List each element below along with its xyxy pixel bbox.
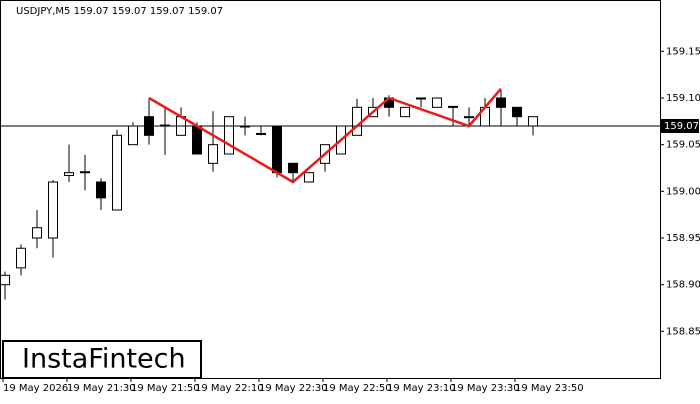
x-tick-label: 19 May 22:30 (259, 383, 328, 394)
x-tick-label: 19 May 21:50 (131, 383, 200, 394)
bull-candle (208, 144, 218, 164)
bull-candle (16, 247, 26, 269)
pattern-line (148, 87, 502, 184)
y-tick-label: 158.85 (666, 326, 700, 337)
bear-candle (96, 181, 106, 199)
y-tick-label: 159.05 (666, 140, 700, 151)
bear-candle (512, 106, 522, 118)
bear-candle (288, 162, 298, 174)
bull-candle (352, 106, 362, 136)
bull-candle (80, 171, 90, 174)
bull-candle (528, 116, 538, 127)
bull-candle (448, 105, 458, 108)
bull-candle (32, 227, 42, 239)
y-tick-label: 158.90 (666, 280, 700, 291)
bull-candle (416, 97, 426, 100)
x-tick-label: 19 May 22:50 (323, 383, 392, 394)
y-tick-label: 158.95 (666, 233, 700, 244)
bull-candle (64, 172, 74, 176)
bull-candle (224, 116, 234, 155)
last-price-label: 159.07 (664, 121, 699, 132)
bull-candle (464, 116, 474, 119)
x-tick-label: 19 May 21:30 (67, 383, 136, 394)
x-tick-label: 19 May 23:10 (387, 383, 456, 394)
bear-candle (192, 125, 202, 155)
bull-candle (400, 106, 410, 118)
bull-candle (0, 274, 10, 286)
bull-candle (256, 132, 266, 135)
logo-box (2, 340, 202, 379)
bull-candle (432, 97, 442, 108)
bull-candle (112, 134, 122, 211)
x-tick-label: 19 May 2026 (3, 383, 68, 394)
bull-candle (304, 172, 314, 183)
bear-candle (272, 125, 282, 174)
bull-candle (128, 125, 138, 146)
x-tick-label: 19 May 23:50 (515, 383, 584, 394)
bull-candle (48, 181, 58, 239)
y-tick-label: 159.00 (666, 186, 700, 197)
last-price-box (661, 119, 699, 133)
x-tick-label: 19 May 23:30 (451, 383, 520, 394)
y-tick-label: 159.10 (666, 93, 700, 104)
bear-candle (496, 97, 506, 108)
chart-title: USDJPY,M5 159.07 159.07 159.07 159.07 (16, 6, 223, 17)
x-tick-label: 19 May 22:10 (195, 383, 264, 394)
y-tick-label: 159.15 (666, 46, 700, 57)
plot-area (0, 0, 661, 379)
logo: InstaFintech (22, 344, 186, 375)
